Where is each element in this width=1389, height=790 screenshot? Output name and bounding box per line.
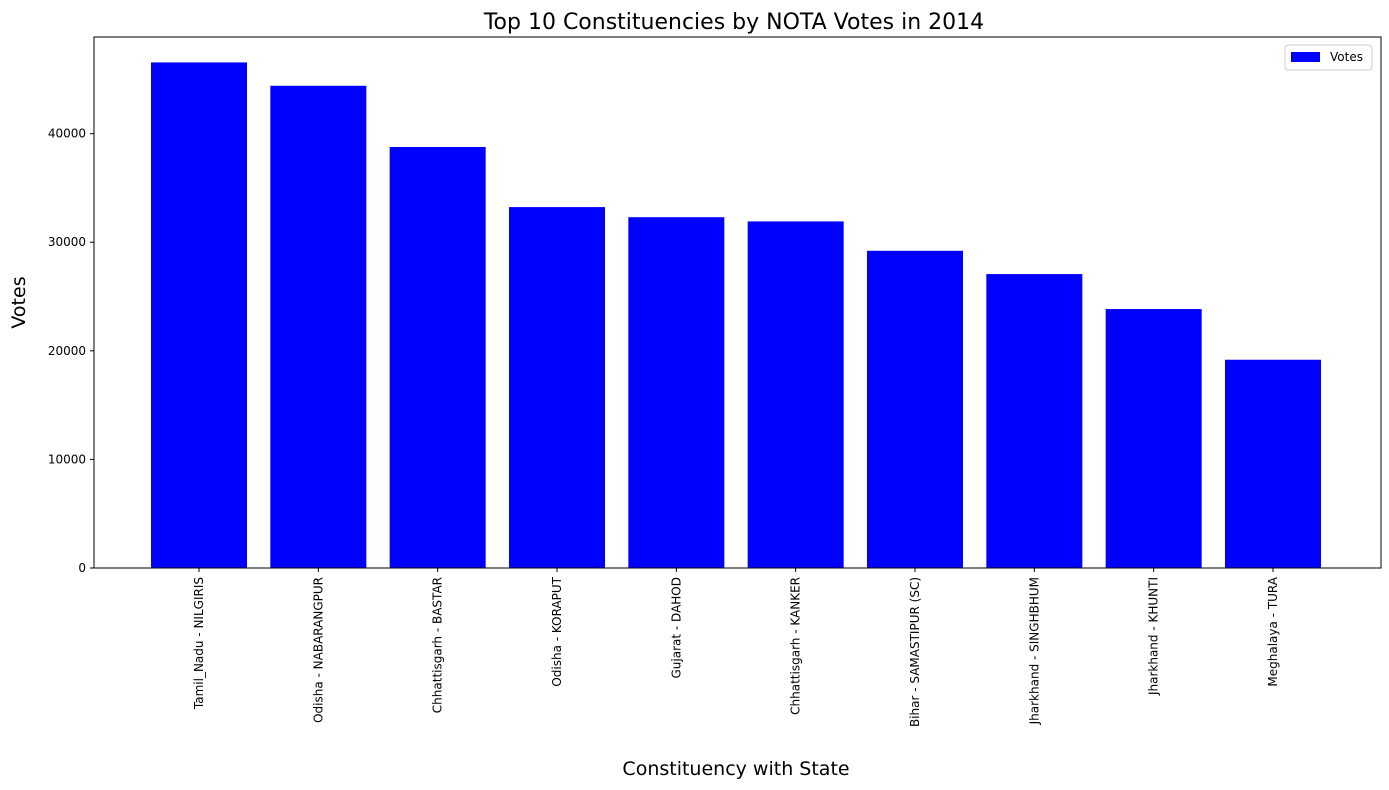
y-tick-label: 10000 — [48, 452, 86, 466]
bar-4 — [509, 207, 605, 568]
y-axis-label: Votes — [8, 276, 30, 328]
bars-group — [151, 62, 1321, 569]
legend: Votes — [1284, 44, 1373, 71]
bar-7 — [867, 250, 963, 569]
y-tick-label: 30000 — [48, 235, 86, 249]
y-tick-label: 40000 — [48, 127, 86, 141]
bar-2 — [270, 85, 367, 568]
bar-9 — [1105, 309, 1202, 568]
legend-label-votes: Votes — [1330, 50, 1363, 64]
bar-6 — [747, 221, 844, 568]
bar-5 — [628, 217, 725, 568]
y-tick-label: 20000 — [48, 344, 86, 358]
y-tick-label: 0 — [78, 561, 86, 575]
x-tick-label: Meghalaya - TURA — [1266, 576, 1280, 686]
bar-10 — [1225, 359, 1321, 568]
bar-1 — [151, 62, 247, 568]
plot-frame — [93, 36, 1382, 569]
bar-3 — [389, 146, 486, 569]
x-axis-ticks: Tamil_Nadu - NILGIRIS Odisha - NABARANGPU… — [192, 568, 1280, 727]
x-tick-label: Chhattisgarh - BASTAR — [431, 577, 445, 713]
x-axis-label: Constituency with State — [622, 758, 849, 780]
legend-swatch — [1291, 52, 1320, 62]
legend-box — [1284, 44, 1373, 71]
x-tick-label: Tamil_Nadu - NILGIRIS — [192, 577, 206, 710]
x-tick-label: Odisha - KORAPUT — [550, 576, 564, 686]
y-axis-ticks: 0 10000 20000 30000 40000 — [48, 127, 94, 575]
x-tick-label: Jharkhand - SINGHBHUM — [1027, 577, 1041, 725]
x-tick-label: Gujarat - DAHOD — [669, 577, 683, 679]
x-tick-label: Chhattisgarh - KANKER — [789, 577, 803, 715]
chart-title: Top 10 Constituencies by NOTA Votes in 2… — [483, 10, 984, 35]
x-tick-label: Bihar - SAMASTIPUR (SC) — [908, 577, 922, 727]
bar-8 — [986, 274, 1083, 568]
x-tick-label: Odisha - NABARANGPUR — [311, 577, 325, 723]
x-tick-label: Jharkhand - KHUNTI — [1147, 577, 1161, 696]
